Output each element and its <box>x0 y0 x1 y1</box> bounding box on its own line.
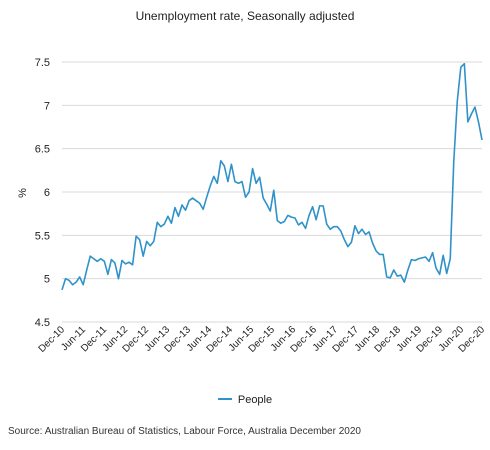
series-layer <box>61 62 483 291</box>
series-line-people <box>61 62 483 291</box>
y-tick-label: 4.5 <box>35 317 50 329</box>
y-tick-label: 7.5 <box>35 57 50 69</box>
legend-label-people: People <box>237 394 273 406</box>
line-chart: 4.5 5 5.5 6 6.5 7 7.5 Dec-10Jun-11Dec-11Jun-12… <box>17 57 488 355</box>
y-tick-label: 7 <box>44 100 50 112</box>
legend-swatch-people <box>217 398 232 401</box>
chart-title: Unemployment rate, Seasonally adjusted <box>135 9 355 23</box>
y-tick-label: 6 <box>44 187 50 199</box>
source-note: Source: Australian Bureau of Statistics,… <box>8 426 361 437</box>
y-axis-label: % <box>17 188 29 198</box>
grid-layer <box>62 61 482 323</box>
y-tick-label: 5.5 <box>35 230 50 242</box>
y-tick-label: 5 <box>44 274 50 286</box>
y-tick-labels: 4.5 5 5.5 6 6.5 7 7.5 <box>35 57 50 329</box>
x-tick-labels: Dec-10Jun-11Dec-11Jun-12Dec-12Jun-13Dec-… <box>37 324 488 355</box>
y-tick-label: 6.5 <box>35 144 50 156</box>
legend: People <box>0 394 490 406</box>
